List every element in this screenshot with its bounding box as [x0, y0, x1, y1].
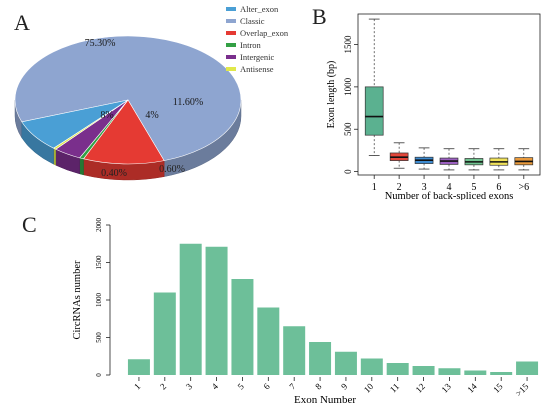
x-tick-label: 9: [339, 381, 350, 392]
box-5: [464, 148, 484, 171]
x-tick-label: >6: [518, 182, 529, 193]
x-tick-label: 4: [447, 182, 452, 193]
bar-1: [127, 359, 150, 375]
pie-chart: 75.30% 11.60% 0.60% 4% 0.40% 8% Alter_exon Clas…: [14, 4, 289, 181]
x-tick-label: 6: [496, 182, 501, 193]
bar-6: [257, 307, 280, 375]
box-1: [364, 18, 384, 156]
x-tick-label: 3: [422, 182, 427, 193]
legend-label: Antisense: [240, 64, 274, 74]
legend-label: Intron: [240, 40, 262, 50]
x-tick-label: 7: [287, 381, 298, 392]
pie-slice-alter-exon: [21, 99, 129, 149]
bar-14: [464, 370, 487, 375]
box-body: [364, 86, 384, 136]
bar-12: [412, 366, 435, 375]
panel-label-b: B: [312, 4, 327, 29]
bar->15: [516, 361, 539, 375]
y-tick-label: 500: [95, 332, 103, 343]
box-3: [414, 147, 434, 170]
box-2: [389, 142, 409, 169]
y-axis-label: CircRNAs number: [72, 260, 83, 340]
legend-swatch: [226, 19, 236, 23]
legend-swatch: [226, 43, 236, 47]
bar-4: [205, 246, 228, 375]
bar-15: [490, 372, 513, 375]
bar-13: [438, 368, 461, 375]
x-tick-label: 6: [261, 381, 272, 392]
bar-5: [231, 279, 254, 375]
x-tick-label: 2: [158, 381, 168, 391]
x-tick-label: 1: [132, 381, 142, 391]
legend-label: Overlap_exon: [240, 28, 289, 38]
x-tick-label: 8: [313, 381, 324, 392]
bar-2: [153, 292, 176, 375]
pie-side-antisense: [53, 147, 57, 166]
box-plot: 0 500 1000 1500 Exon length (bp) 1 2 3 4 5 6 >6 Numb…: [326, 13, 541, 200]
box-4: [439, 148, 459, 171]
x-tick-label: 15: [491, 381, 505, 395]
y-tick-label: 0: [95, 373, 103, 377]
y-axis-label: Exon length (bp): [326, 61, 337, 129]
pie-value-label: 75.30%: [85, 38, 116, 49]
pie-value-label: 0.60%: [159, 164, 185, 175]
pie-legend: Alter_exon Classic Overlap_exon Intron Inter…: [226, 4, 289, 74]
pie-slice-classic: [14, 35, 242, 161]
x-tick-label: 11: [388, 381, 401, 394]
bar-3: [179, 243, 202, 375]
y-tick-label: 2000: [95, 218, 103, 233]
bar-10: [360, 358, 383, 375]
x-tick-label: 5: [236, 381, 247, 392]
bar-7: [283, 326, 306, 375]
box-6: [489, 148, 509, 171]
plot-frame: [357, 13, 541, 176]
x-tick-label: 3: [184, 381, 195, 392]
legend-label: Intergenic: [240, 52, 275, 62]
x-tick-label: >15: [513, 381, 530, 398]
x-axis-label: Exon Number: [294, 394, 356, 406]
legend-swatch: [226, 67, 236, 71]
pie-slice-overlap-exon: [83, 99, 165, 165]
pie-side-intron: [79, 157, 84, 176]
x-axis-label: Number of back-spliced exons: [385, 191, 514, 200]
y-tick-label: 1000: [343, 77, 353, 96]
pie-value-label: 4%: [145, 110, 158, 121]
pie-value-label: 11.60%: [173, 97, 203, 108]
legend-swatch: [226, 31, 236, 35]
x-tick-label: 12: [414, 381, 427, 394]
legend-swatch: [226, 7, 236, 11]
y-tick-label: 500: [343, 122, 353, 136]
x-tick-label: 13: [439, 381, 453, 395]
bar-8: [309, 342, 332, 375]
y-tick-label: 0: [343, 169, 353, 174]
x-tick-label: 5: [471, 182, 476, 193]
pie-value-label: 8%: [100, 110, 113, 121]
legend-label: Classic: [240, 16, 265, 26]
x-tick-label: 1: [372, 182, 377, 193]
panel-label-a: A: [14, 10, 30, 35]
y-tick-label: 1500: [95, 255, 103, 270]
bar-9: [334, 351, 357, 375]
y-tick-label: 1500: [343, 35, 353, 54]
x-tick-label: 14: [465, 381, 479, 395]
box-7: [514, 148, 534, 171]
x-tick-label: 10: [362, 381, 376, 395]
panel-label-c: C: [22, 212, 37, 237]
legend-swatch: [226, 55, 236, 59]
x-tick-label: 4: [210, 381, 221, 392]
x-tick-label: 2: [397, 182, 402, 193]
bar-11: [386, 363, 409, 375]
legend-label: Alter_exon: [240, 4, 279, 14]
pie-value-label: 0.40%: [101, 168, 127, 179]
y-tick-label: 1000: [95, 293, 103, 308]
